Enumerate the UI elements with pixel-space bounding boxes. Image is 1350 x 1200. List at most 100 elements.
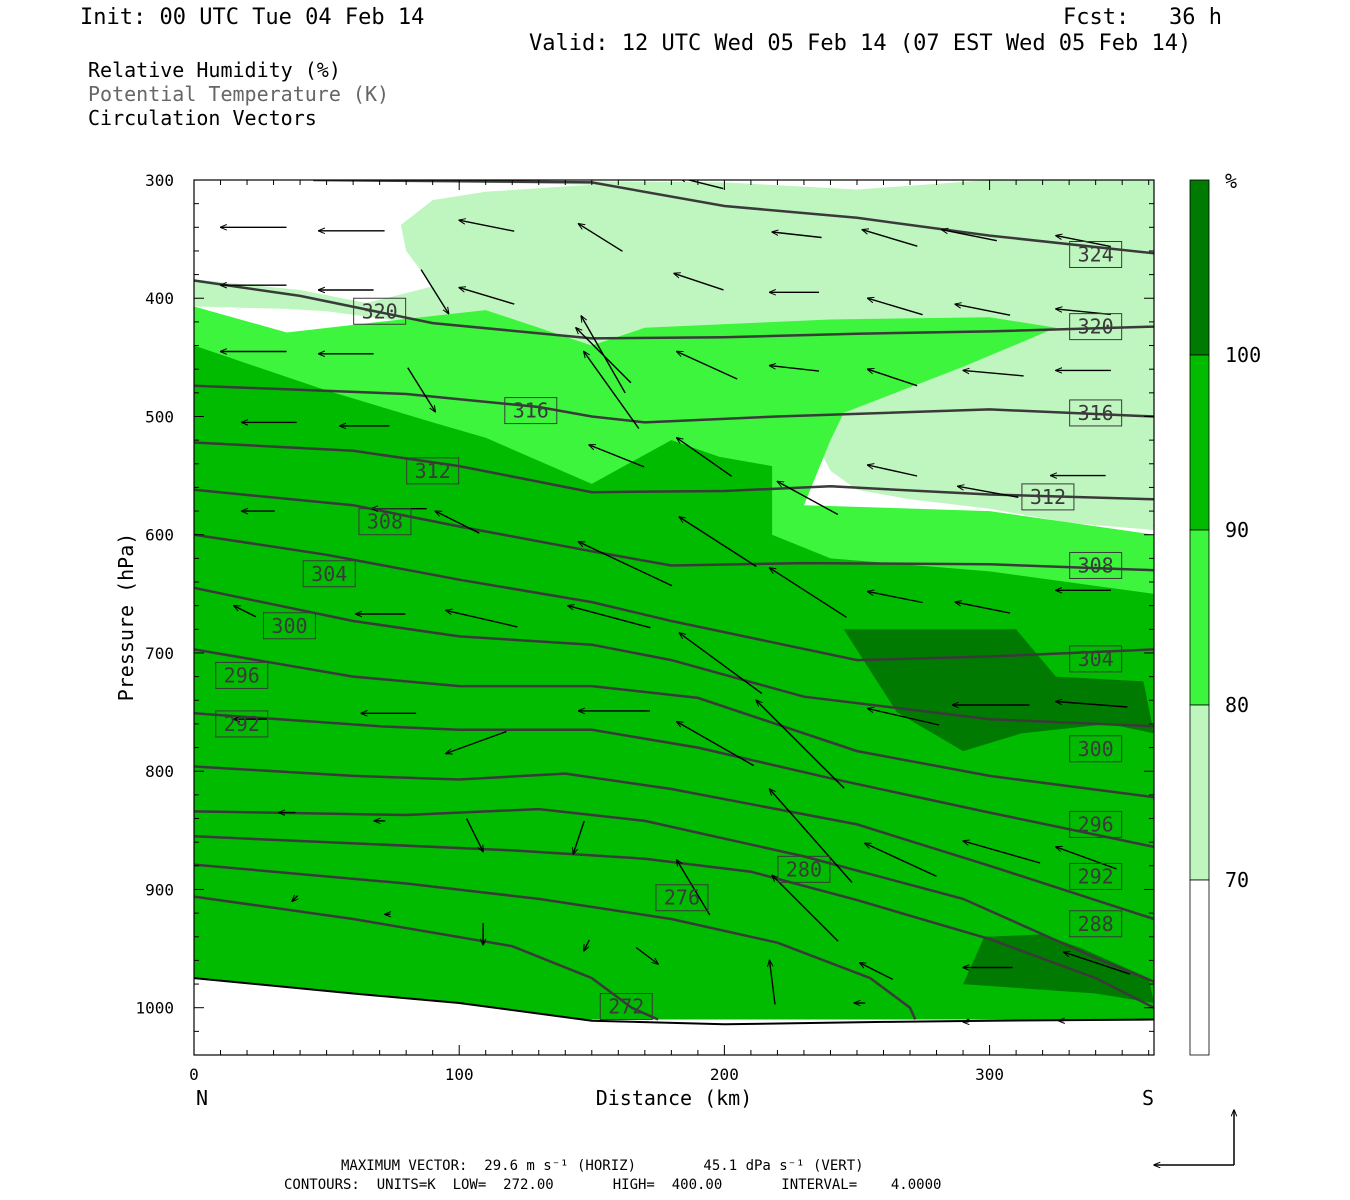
circulation-vector [635,946,658,965]
colorbar-swatch [1189,179,1210,356]
circulation-vector [963,370,1024,377]
theta-contour-316 [194,384,1154,424]
circulation-vector [770,366,820,372]
contour-label-304: 304 [311,562,347,586]
circulation-vector [777,482,839,516]
contour-label-292: 292 [1078,864,1114,888]
contour-label-312: 312 [415,459,451,483]
contour-label-308: 308 [367,510,403,534]
circulation-vector [770,789,853,883]
contour-label-box-320 [353,297,407,325]
circulation-vector [772,875,839,942]
circulation-vector [770,960,776,1005]
contour-label-box-288 [1069,910,1123,938]
contour-label-box-296 [215,661,269,689]
max-vector-note: MAXIMUM VECTOR: 29.6 m s⁻¹ (HORIZ) 45.1 … [341,1158,864,1174]
colorbar-level-label: 80 [1225,693,1249,717]
colorbar: % 100 90 80 70 [1189,169,1261,1056]
theta-contour-320 [194,279,1154,340]
circulation-vector [862,230,918,247]
contour-label-316: 316 [513,399,549,423]
circulation-vector [677,860,711,916]
theta-contour-312 [194,441,1154,501]
y-tick-label: 700 [145,644,174,663]
contour-label-296: 296 [1078,812,1114,836]
y-tick-label: 800 [145,762,174,781]
circulation-vector [579,542,673,587]
contour-label-320: 320 [362,299,398,323]
theta-contour-288 [194,765,1154,921]
contour-label-292: 292 [224,712,260,736]
contour-label-box-324 [1069,240,1123,268]
circulation-vector [446,610,518,628]
circulation-vector [1064,952,1131,975]
colorbar-swatch [1189,704,1210,881]
circulation-vector [459,288,515,305]
contour-label-316: 316 [1078,401,1114,425]
contour-label-box-308 [1069,551,1123,579]
init-time: Init: 00 UTC Tue 04 Feb 14 [80,5,425,30]
rh-region-rh100-b [963,934,1154,1003]
circulation-vector [955,304,1011,316]
circulation-vector [407,367,436,412]
circulation-vector [1056,847,1117,870]
theta-contour-296 [194,648,1154,799]
contour-label-300: 300 [271,614,307,638]
legend-theta: Potential Temperature (K) [88,82,390,106]
x-tick-label: 300 [975,1065,1004,1084]
circulation-vector [868,592,923,604]
contour-label-276: 276 [664,886,700,910]
contour-label-box-312 [1021,483,1075,511]
circulation-vector [942,230,997,242]
contour-label-296: 296 [224,663,260,687]
contour-label-304: 304 [1078,647,1114,671]
y-tick-label: 500 [145,407,174,426]
theta-contour-300 [194,586,1154,728]
contour-label-288: 288 [1078,912,1114,936]
theta-contour-layer [194,180,1154,1021]
contour-label-308: 308 [1078,553,1114,577]
circulation-vector [865,843,937,877]
circulation-vector [679,180,724,190]
circulation-vector [677,438,733,477]
circulation-vector [465,818,484,852]
contour-label-320: 320 [1078,315,1114,339]
circulation-vector [955,602,1011,614]
colorbar-unit: % [1225,169,1237,193]
plot-frame [193,179,1155,1056]
terrain-fill [194,978,1154,1055]
legend-vectors: Circulation Vectors [88,106,317,130]
terrain-line [194,977,1154,1026]
contour-label-box-296 [1069,810,1123,838]
contour-label-box-300 [1069,735,1123,763]
contour-label-box-300 [262,612,316,640]
circulation-vector [868,465,918,477]
x-tick-label: 100 [445,1065,474,1084]
circulation-vector [868,298,923,316]
circulation-vector [579,224,623,252]
y-tick-label: 300 [145,171,174,190]
circulation-vector [679,517,757,568]
circulation-vector [446,730,507,754]
circulation-vector [868,369,918,387]
circulation-vector [435,511,480,534]
circulation-vector [860,963,893,980]
colorbar-level-label: 90 [1225,518,1249,542]
axes-layer: 300 400 500 600 700 800 900 1000 0 100 200 300 [135,171,1154,1084]
contour-label-324: 324 [1078,242,1114,266]
circulation-vector [677,722,755,767]
contour-label-box-308 [358,508,412,536]
y-axis-title: Pressure (hPa) [114,533,138,702]
contour-label-272: 272 [608,995,644,1019]
circulation-vector [770,568,847,618]
theta-contour-292 [194,712,1154,849]
circulation-vector [677,352,738,380]
circulation-vector [756,700,845,789]
y-tick-label: 900 [145,880,174,899]
circulation-vector [679,633,763,694]
colorbar-swatch [1189,354,1210,531]
colorbar-swatch [1189,529,1210,706]
contour-label-layer: 324 320 320 316 316 312 312 308 308 304 304 300 300 2… [215,240,1123,1021]
contour-label-box-276 [655,884,709,912]
contour-label-box-316 [504,397,558,425]
